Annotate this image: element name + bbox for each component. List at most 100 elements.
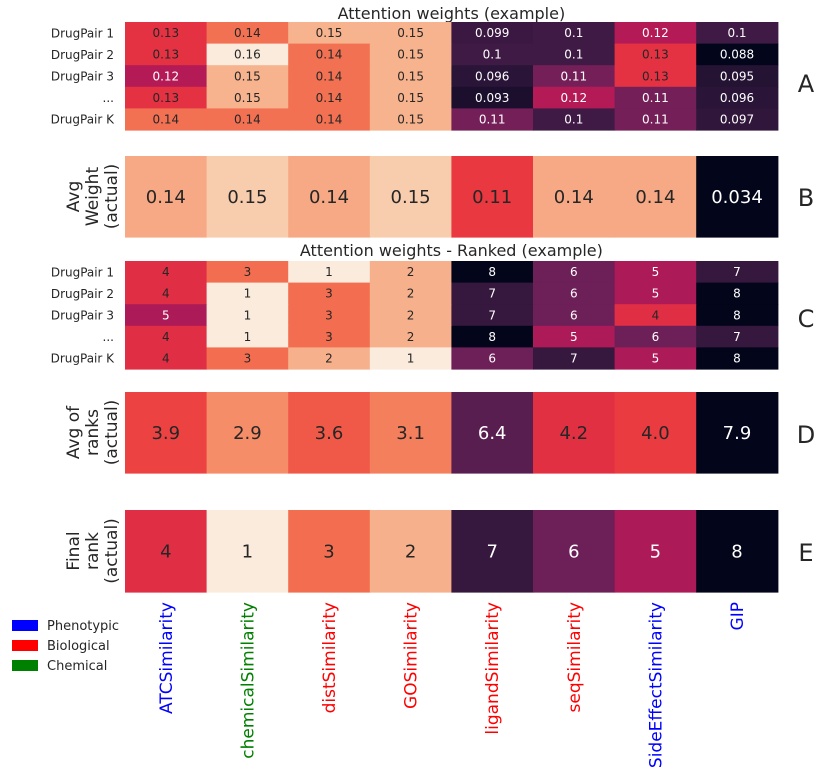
cell-value-label: 4: [162, 330, 170, 344]
column-tick-label: seqSimilarity: [565, 602, 585, 712]
cell-value-label: 0.15: [234, 69, 261, 83]
heatmap-cell: [533, 347, 616, 370]
heatmap-cell: [451, 282, 534, 305]
column-tick-label: ATCSimilarity: [157, 602, 177, 714]
panel-title: Attention weights (example): [338, 4, 566, 23]
heatmap-cell: [451, 108, 534, 131]
heatmap-cell: [288, 108, 371, 131]
cell-value-label: 5: [570, 330, 578, 344]
row-label: DrugPair 1: [51, 26, 114, 40]
cell-value-label: 2: [325, 352, 333, 366]
heatmap-cell: [533, 43, 616, 66]
heatmap-cell: [696, 43, 779, 66]
heatmap-cell: [533, 261, 616, 284]
cell-value-label: 0.1: [483, 48, 502, 62]
cell-value-label: 1: [244, 287, 252, 301]
cell-value-label: 0.1: [564, 113, 583, 127]
cell-value-label: 6: [570, 308, 578, 322]
column-tick-label: chemicalSimilarity: [238, 602, 258, 759]
heatmap-cell: [533, 22, 616, 45]
heatmap-cell: [369, 86, 452, 109]
heatmap-cell: [533, 392, 616, 474]
cell-value-label: 0.15: [234, 91, 261, 105]
cell-value-label: 0.14: [316, 69, 343, 83]
cell-value-label: 0.097: [720, 113, 754, 127]
heatmap-cell: [125, 156, 208, 238]
cell-value-label: 0.15: [397, 113, 424, 127]
row-label: DrugPair K: [51, 113, 116, 127]
heatmap-cell: [369, 43, 452, 66]
column-tick-label: distSimilarity: [320, 602, 340, 713]
heatmap-cell: [369, 282, 452, 305]
heatmap-cell: [206, 510, 289, 593]
heatmap-cell: [451, 156, 534, 238]
cell-value-label: 5: [652, 352, 660, 366]
heatmap-cell: [696, 86, 779, 109]
heatmap-cell: [451, 347, 534, 370]
cell-value-label: 2: [407, 265, 415, 279]
cell-value-label: 0.13: [152, 48, 179, 62]
heatmap-cell: [696, 282, 779, 305]
cell-value-label: 0.13: [642, 69, 669, 83]
cell-value-label: 0.099: [475, 26, 509, 40]
legend-label: Biological: [47, 639, 110, 654]
cell-value-label: 1: [244, 308, 252, 322]
heatmap-cell: [125, 304, 208, 327]
heatmap-cell: [451, 510, 534, 593]
heatmap-cell: [614, 108, 697, 131]
heatmap-cell: [614, 65, 697, 88]
cell-value-label: 0.14: [316, 91, 343, 105]
cell-value-label: 3: [323, 541, 334, 562]
heatmap-cell: [696, 392, 779, 474]
heatmap-cell: [696, 261, 779, 284]
cell-value-label: 0.14: [152, 113, 179, 127]
heatmap-cell: [614, 304, 697, 327]
cell-value-label: 8: [731, 541, 742, 562]
cell-value-label: 5: [652, 287, 660, 301]
cell-value-label: 0.11: [642, 91, 669, 105]
heatmap-cell: [451, 261, 534, 284]
heatmap-cell: [369, 325, 452, 348]
cell-value-label: 2: [407, 308, 415, 322]
heatmap-cell: [614, 282, 697, 305]
heatmap-cell: [125, 282, 208, 305]
cell-value-label: 7: [486, 541, 497, 562]
cell-value-label: 0.093: [475, 91, 509, 105]
cell-value-label: 0.12: [152, 69, 179, 83]
heatmap-cell: [696, 65, 779, 88]
cell-value-label: 0.15: [397, 48, 424, 62]
panel-letter: E: [798, 539, 813, 567]
cell-value-label: 4: [652, 308, 660, 322]
heatmap-cell: [125, 108, 208, 131]
cell-value-label: 0.14: [309, 187, 349, 208]
heatmap-cell: [614, 156, 697, 238]
cell-value-label: 5: [652, 265, 660, 279]
column-tick-label: ligandSimilarity: [483, 602, 503, 735]
heatmap-cell: [206, 156, 289, 238]
heatmap-cell: [125, 43, 208, 66]
heatmap-cell: [288, 43, 371, 66]
cell-value-label: 7: [733, 330, 741, 344]
heatmap-cell: [696, 108, 779, 131]
cell-value-label: 1: [325, 265, 333, 279]
row-label: DrugPair 3: [51, 70, 114, 84]
panel-a: Attention weights (example) 0.13 0.14 0.15 0…: [51, 4, 815, 131]
legend-swatch: [12, 640, 38, 651]
cell-value-label: 4: [162, 287, 170, 301]
cell-value-label: 6.4: [478, 423, 507, 444]
panel-d: 3.9 2.9 3.6 3.1 6.4 4.2 4.0 7.9 Avg ofranks(actu…: [64, 392, 815, 474]
legend-swatch: [12, 620, 38, 631]
row-label: DrugPair K: [51, 352, 116, 366]
cell-value-label: 8: [733, 287, 741, 301]
cell-value-label: 0.15: [316, 26, 343, 40]
panel-title: Attention weights - Ranked (example): [300, 241, 603, 260]
cell-value-label: 2.9: [233, 423, 262, 444]
cell-value-label: 7: [570, 352, 578, 366]
cell-value-label: 0.088: [720, 48, 754, 62]
heatmap-cell: [533, 156, 616, 238]
row-label: DrugPair 1: [51, 265, 114, 279]
heatmap-cell: [125, 86, 208, 109]
heatmap-cell: [614, 347, 697, 370]
y-axis-label: AvgWeight(actual): [64, 164, 122, 230]
row-label: ...: [103, 91, 114, 105]
